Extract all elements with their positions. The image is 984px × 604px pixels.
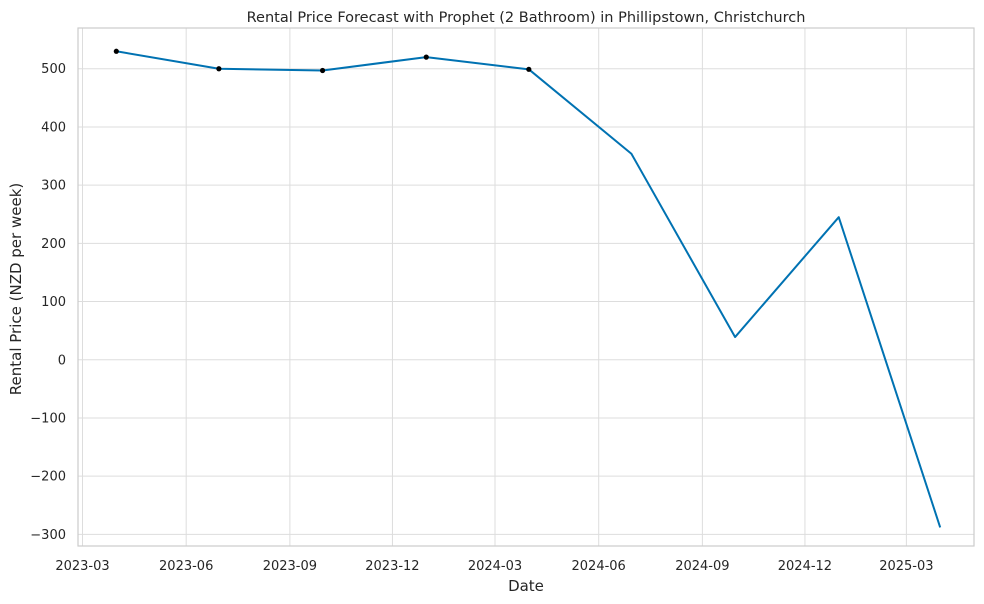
x-axis-title: Date bbox=[508, 577, 544, 595]
x-tick-label: 2024-06 bbox=[572, 559, 626, 574]
observed-point bbox=[216, 66, 222, 72]
x-tick-label: 2024-09 bbox=[675, 559, 729, 574]
x-tick-label: 2024-12 bbox=[778, 559, 832, 574]
x-tick-label: 2023-06 bbox=[159, 559, 213, 574]
observed-point bbox=[526, 66, 532, 72]
y-axis-title: Rental Price (NZD per week) bbox=[7, 183, 25, 395]
y-tick-label: −200 bbox=[30, 470, 66, 485]
x-tick-label: 2023-03 bbox=[55, 559, 109, 574]
y-tick-label: −100 bbox=[30, 411, 66, 426]
x-tick-label: 2023-09 bbox=[263, 559, 317, 574]
y-tick-label: −300 bbox=[30, 528, 66, 543]
x-tick-label: 2024-03 bbox=[468, 559, 522, 574]
y-tick-label: 400 bbox=[41, 120, 66, 135]
x-tick-label: 2025-03 bbox=[879, 559, 933, 574]
y-tick-label: 0 bbox=[58, 353, 66, 368]
observed-point bbox=[113, 48, 119, 54]
plot-frame bbox=[77, 27, 975, 547]
x-tick-labels: 2023-03 2023-06 2023-09 2023-12 2024-03 2024-… bbox=[55, 559, 933, 574]
observed-point bbox=[423, 54, 429, 60]
x-tick-label: 2023-12 bbox=[365, 559, 419, 574]
y-tick-labels: −300 −200 −100 0 100 200 300 400 500 bbox=[30, 62, 66, 543]
y-tick-label: 300 bbox=[41, 179, 66, 194]
y-tick-label: 200 bbox=[41, 237, 66, 252]
y-tick-label: 100 bbox=[41, 295, 66, 310]
chart-title: Rental Price Forecast with Prophet (2 Ba… bbox=[247, 10, 806, 26]
series-layer bbox=[113, 48, 942, 528]
y-tick-label: 500 bbox=[41, 62, 66, 77]
observed-point bbox=[319, 67, 326, 74]
